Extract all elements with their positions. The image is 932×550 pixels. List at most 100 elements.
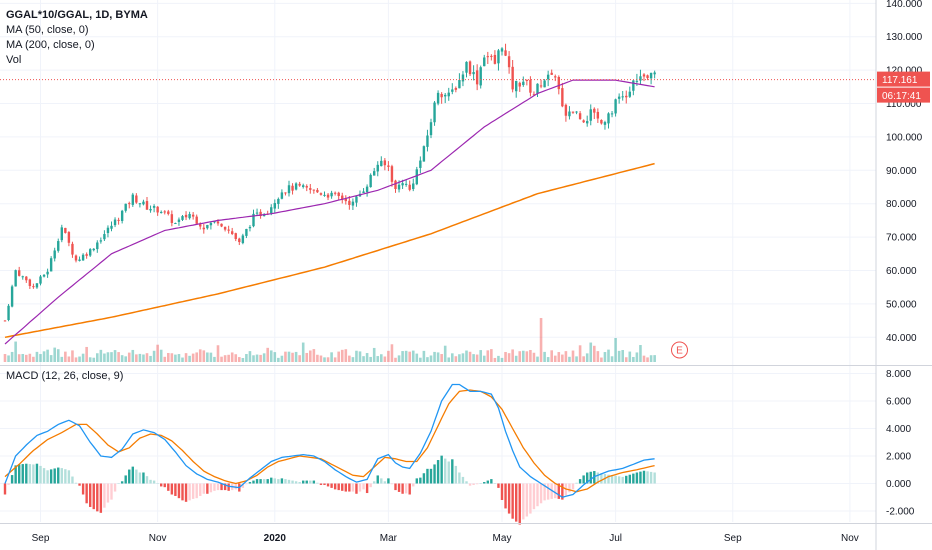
volume-bar (582, 356, 585, 362)
macd-histogram-bar (479, 483, 482, 484)
signal-line (4, 389, 655, 493)
candle-body (518, 82, 521, 87)
macd-histogram-bar (99, 483, 103, 513)
volume-bar (362, 356, 365, 362)
candle-body (188, 213, 191, 219)
candle-body (209, 222, 213, 226)
candle-body (287, 185, 291, 194)
candle-body (128, 203, 131, 205)
macd-histogram-bar (415, 478, 418, 484)
macd-histogram-bar (170, 483, 174, 495)
candle-body (305, 186, 308, 188)
candle-body (376, 164, 379, 172)
candle-body (167, 211, 170, 214)
macd-histogram-bar (89, 483, 92, 507)
macd-histogram-bar (419, 477, 422, 484)
macd-histogram-bar (181, 483, 184, 501)
candle-body (546, 74, 550, 80)
time-tick-label: May (493, 533, 512, 544)
macd-histogram-bar (117, 483, 120, 484)
candle-body (493, 54, 497, 64)
volume-bar (493, 357, 497, 362)
volume-bar (255, 354, 259, 362)
candle-body (259, 211, 262, 217)
volume-bar (301, 342, 305, 362)
volume-bar (294, 351, 298, 362)
macd-histogram-bar (472, 483, 475, 485)
price-tick-label: 40.000 (886, 333, 917, 344)
candle-body (280, 192, 284, 199)
candle-body (497, 50, 500, 64)
candle-body (160, 211, 163, 213)
volume-bar (35, 351, 39, 362)
candle-body (106, 227, 110, 234)
macd-histogram-bar (106, 483, 110, 503)
volume-bar (103, 353, 106, 362)
macd-histogram-bar (28, 464, 32, 484)
macd-histogram-bar (195, 483, 198, 499)
macd-histogram-bar (7, 483, 10, 485)
volume-bar (305, 352, 309, 362)
volume-bar (614, 338, 617, 362)
macd-histogram-bar (628, 474, 631, 484)
macd-histogram-bar (131, 466, 134, 484)
volume-bar (74, 357, 78, 362)
macd-histogram-bar (490, 479, 493, 484)
candle-body (646, 75, 649, 79)
candle-body (78, 259, 81, 261)
candle-body (28, 279, 32, 286)
macd-histogram-bar (376, 475, 379, 484)
symbol-title: GGAL*10/GGAL, 1D, BYMA (6, 9, 148, 21)
volume-bar (298, 355, 301, 362)
volume-bar (642, 355, 646, 362)
candle-body (355, 196, 358, 203)
volume-bar (78, 356, 81, 362)
volume-bar (639, 345, 642, 362)
candle-body (110, 225, 113, 229)
candle-body (3, 320, 7, 322)
volume-bar (568, 356, 571, 362)
candle-body (25, 276, 28, 281)
candle-body (522, 81, 525, 86)
macd-histogram-bar (642, 470, 646, 484)
volume-bar (113, 350, 117, 362)
price-tick-label: 70.000 (886, 233, 917, 244)
candle-body (593, 108, 596, 113)
candle-body (625, 95, 628, 98)
volume-bar (135, 354, 138, 362)
macd-histogram-bar (614, 475, 617, 484)
volume-bar (170, 353, 174, 362)
volume-bar (475, 354, 479, 362)
macd-histogram-bar (397, 483, 401, 492)
macd-histogram-bar (365, 483, 369, 494)
macd-histogram-bar (312, 480, 316, 484)
candle-body (21, 276, 24, 278)
macd-histogram-bar (206, 483, 209, 494)
earnings-marker-icon (671, 341, 688, 359)
macd-histogram-bar (333, 483, 337, 490)
candle-body (529, 79, 532, 93)
macd-histogram-bar (578, 479, 582, 484)
candle-body (181, 216, 184, 220)
candle-body (628, 91, 631, 97)
candle-body (561, 88, 564, 107)
volume-bar (67, 356, 71, 362)
volume-bars (3, 318, 656, 362)
macd-histogram-bar (152, 480, 156, 484)
volume-bar (277, 357, 280, 362)
candle-body (81, 254, 85, 261)
macd-histogram-bar (539, 483, 543, 504)
candle-body (291, 185, 294, 191)
macd-histogram-bar (92, 483, 95, 510)
volume-bar (596, 351, 600, 362)
macd-histogram-bar (348, 483, 351, 492)
volume-bar (429, 355, 433, 362)
candle-body (184, 214, 188, 218)
macd-histogram-bar (401, 483, 404, 494)
macd-histogram-bar (302, 480, 305, 484)
candle-body (206, 224, 209, 229)
last-price-box (877, 71, 930, 87)
macd-histogram-bar (341, 483, 344, 491)
candle-body (408, 184, 411, 190)
volume-bar (607, 349, 610, 362)
